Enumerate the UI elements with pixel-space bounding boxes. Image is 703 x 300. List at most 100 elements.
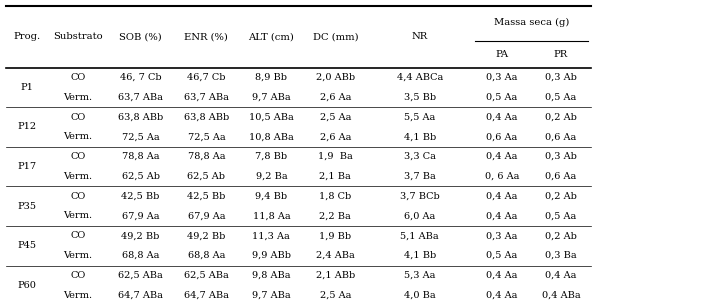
Text: 0,6 Aa: 0,6 Aa xyxy=(546,132,576,141)
Text: 62,5 ABa: 62,5 ABa xyxy=(184,271,228,280)
Text: 0,4 Aa: 0,4 Aa xyxy=(486,112,517,122)
Text: 0,4 ABa: 0,4 ABa xyxy=(542,291,580,300)
Text: 9,4 Bb: 9,4 Bb xyxy=(255,192,288,201)
Text: 2,0 ABb: 2,0 ABb xyxy=(316,73,355,82)
Text: CO: CO xyxy=(70,73,85,82)
Text: 63,8 ABb: 63,8 ABb xyxy=(183,112,229,122)
Text: 62,5 Ab: 62,5 Ab xyxy=(187,172,226,181)
Text: Massa seca (g): Massa seca (g) xyxy=(494,18,569,27)
Text: 0,3 Ab: 0,3 Ab xyxy=(545,73,577,82)
Text: 67,9 Aa: 67,9 Aa xyxy=(188,212,225,220)
Text: 0,3 Ba: 0,3 Ba xyxy=(546,251,576,260)
Text: CO: CO xyxy=(70,231,85,240)
Text: PR: PR xyxy=(554,50,568,58)
Text: CO: CO xyxy=(70,112,85,122)
Text: 0,5 Aa: 0,5 Aa xyxy=(486,251,517,260)
Text: 0,5 Aa: 0,5 Aa xyxy=(486,93,517,102)
Text: ALT (cm): ALT (cm) xyxy=(248,32,295,41)
Text: 1,9  Ba: 1,9 Ba xyxy=(318,152,353,161)
Text: 0,4 Aa: 0,4 Aa xyxy=(546,271,576,280)
Text: 0,5 Aa: 0,5 Aa xyxy=(546,93,576,102)
Text: 78,8 Aa: 78,8 Aa xyxy=(122,152,160,161)
Text: Prog.: Prog. xyxy=(13,32,40,41)
Text: 0,4 Aa: 0,4 Aa xyxy=(486,152,517,161)
Text: 67,9 Aa: 67,9 Aa xyxy=(122,212,160,220)
Text: Verm.: Verm. xyxy=(63,291,92,300)
Text: 3,5 Bb: 3,5 Bb xyxy=(404,93,436,102)
Text: CO: CO xyxy=(70,192,85,201)
Text: 0,4 Aa: 0,4 Aa xyxy=(486,291,517,300)
Text: CO: CO xyxy=(70,271,85,280)
Text: 6,0 Aa: 6,0 Aa xyxy=(404,212,435,220)
Text: 5,5 Aa: 5,5 Aa xyxy=(404,112,435,122)
Text: CO: CO xyxy=(70,152,85,161)
Text: Verm.: Verm. xyxy=(63,251,92,260)
Text: Verm.: Verm. xyxy=(63,212,92,220)
Text: 42,5 Bb: 42,5 Bb xyxy=(122,192,160,201)
Text: Verm.: Verm. xyxy=(63,172,92,181)
Text: 9,8 ABa: 9,8 ABa xyxy=(252,271,290,280)
Text: P1: P1 xyxy=(20,83,33,92)
Text: 4,1 Bb: 4,1 Bb xyxy=(404,251,436,260)
Text: 0,3 Aa: 0,3 Aa xyxy=(486,73,517,82)
Text: 0,6 Aa: 0,6 Aa xyxy=(486,132,517,141)
Text: 9,9 ABb: 9,9 ABb xyxy=(252,251,291,260)
Text: 63,7 ABa: 63,7 ABa xyxy=(184,93,228,102)
Text: 0,3 Ab: 0,3 Ab xyxy=(545,152,577,161)
Text: 68,8 Aa: 68,8 Aa xyxy=(188,251,225,260)
Text: 2,5 Aa: 2,5 Aa xyxy=(320,291,351,300)
Text: 62,5 ABa: 62,5 ABa xyxy=(118,271,163,280)
Text: 7,8 Bb: 7,8 Bb xyxy=(255,152,288,161)
Text: 5,3 Aa: 5,3 Aa xyxy=(404,271,435,280)
Text: DC (mm): DC (mm) xyxy=(313,32,358,41)
Text: 4,1 Bb: 4,1 Bb xyxy=(404,132,436,141)
Text: 64,7 ABa: 64,7 ABa xyxy=(184,291,228,300)
Text: P60: P60 xyxy=(18,281,36,290)
Text: PA: PA xyxy=(496,50,508,58)
Text: 63,7 ABa: 63,7 ABa xyxy=(118,93,163,102)
Text: 10,5 ABa: 10,5 ABa xyxy=(249,112,294,122)
Text: 2,6 Aa: 2,6 Aa xyxy=(320,132,351,141)
Text: 2,4 ABa: 2,4 ABa xyxy=(316,251,355,260)
Text: 0,3 Aa: 0,3 Aa xyxy=(486,231,517,240)
Text: 78,8 Aa: 78,8 Aa xyxy=(188,152,225,161)
Text: 11,8 Aa: 11,8 Aa xyxy=(252,212,290,220)
Text: 72,5 Aa: 72,5 Aa xyxy=(122,132,160,141)
Text: 9,7 ABa: 9,7 ABa xyxy=(252,291,290,300)
Text: 0,4 Aa: 0,4 Aa xyxy=(486,212,517,220)
Text: 1,9 Bb: 1,9 Bb xyxy=(319,231,352,240)
Text: 3,7 Ba: 3,7 Ba xyxy=(404,172,436,181)
Text: 46, 7 Cb: 46, 7 Cb xyxy=(120,73,162,82)
Text: 62,5 Ab: 62,5 Ab xyxy=(122,172,160,181)
Text: 2,5 Aa: 2,5 Aa xyxy=(320,112,351,122)
Text: 72,5 Aa: 72,5 Aa xyxy=(188,132,225,141)
Text: 0,2 Ab: 0,2 Ab xyxy=(545,112,577,122)
Text: 10,8 ABa: 10,8 ABa xyxy=(249,132,294,141)
Text: 9,7 ABa: 9,7 ABa xyxy=(252,93,290,102)
Text: 2,2 Ba: 2,2 Ba xyxy=(319,212,352,220)
Text: 3,7 BCb: 3,7 BCb xyxy=(400,192,439,201)
Text: 3,3 Ca: 3,3 Ca xyxy=(404,152,436,161)
Text: 42,5 Bb: 42,5 Bb xyxy=(187,192,226,201)
Text: P35: P35 xyxy=(17,202,37,211)
Text: 0,6 Aa: 0,6 Aa xyxy=(546,172,576,181)
Text: SOB (%): SOB (%) xyxy=(120,32,162,41)
Text: 68,8 Aa: 68,8 Aa xyxy=(122,251,160,260)
Text: 4,0 Ba: 4,0 Ba xyxy=(404,291,435,300)
Text: 49,2 Bb: 49,2 Bb xyxy=(122,231,160,240)
Text: 4,4 ABCa: 4,4 ABCa xyxy=(396,73,443,82)
Text: Substrato: Substrato xyxy=(53,32,103,41)
Text: ENR (%): ENR (%) xyxy=(184,32,228,41)
Text: NR: NR xyxy=(411,32,428,41)
Text: 64,7 ABa: 64,7 ABa xyxy=(118,291,163,300)
Text: 2,1 ABb: 2,1 ABb xyxy=(316,271,355,280)
Text: 0,2 Ab: 0,2 Ab xyxy=(545,231,577,240)
Text: 0,5 Aa: 0,5 Aa xyxy=(546,212,576,220)
Text: P45: P45 xyxy=(17,241,37,250)
Text: 11,3 Aa: 11,3 Aa xyxy=(252,231,290,240)
Text: 9,2 Ba: 9,2 Ba xyxy=(256,172,287,181)
Text: 2,1 Ba: 2,1 Ba xyxy=(319,172,352,181)
Text: 0, 6 Aa: 0, 6 Aa xyxy=(485,172,519,181)
Text: Verm.: Verm. xyxy=(63,132,92,141)
Text: 49,2 Bb: 49,2 Bb xyxy=(187,231,226,240)
